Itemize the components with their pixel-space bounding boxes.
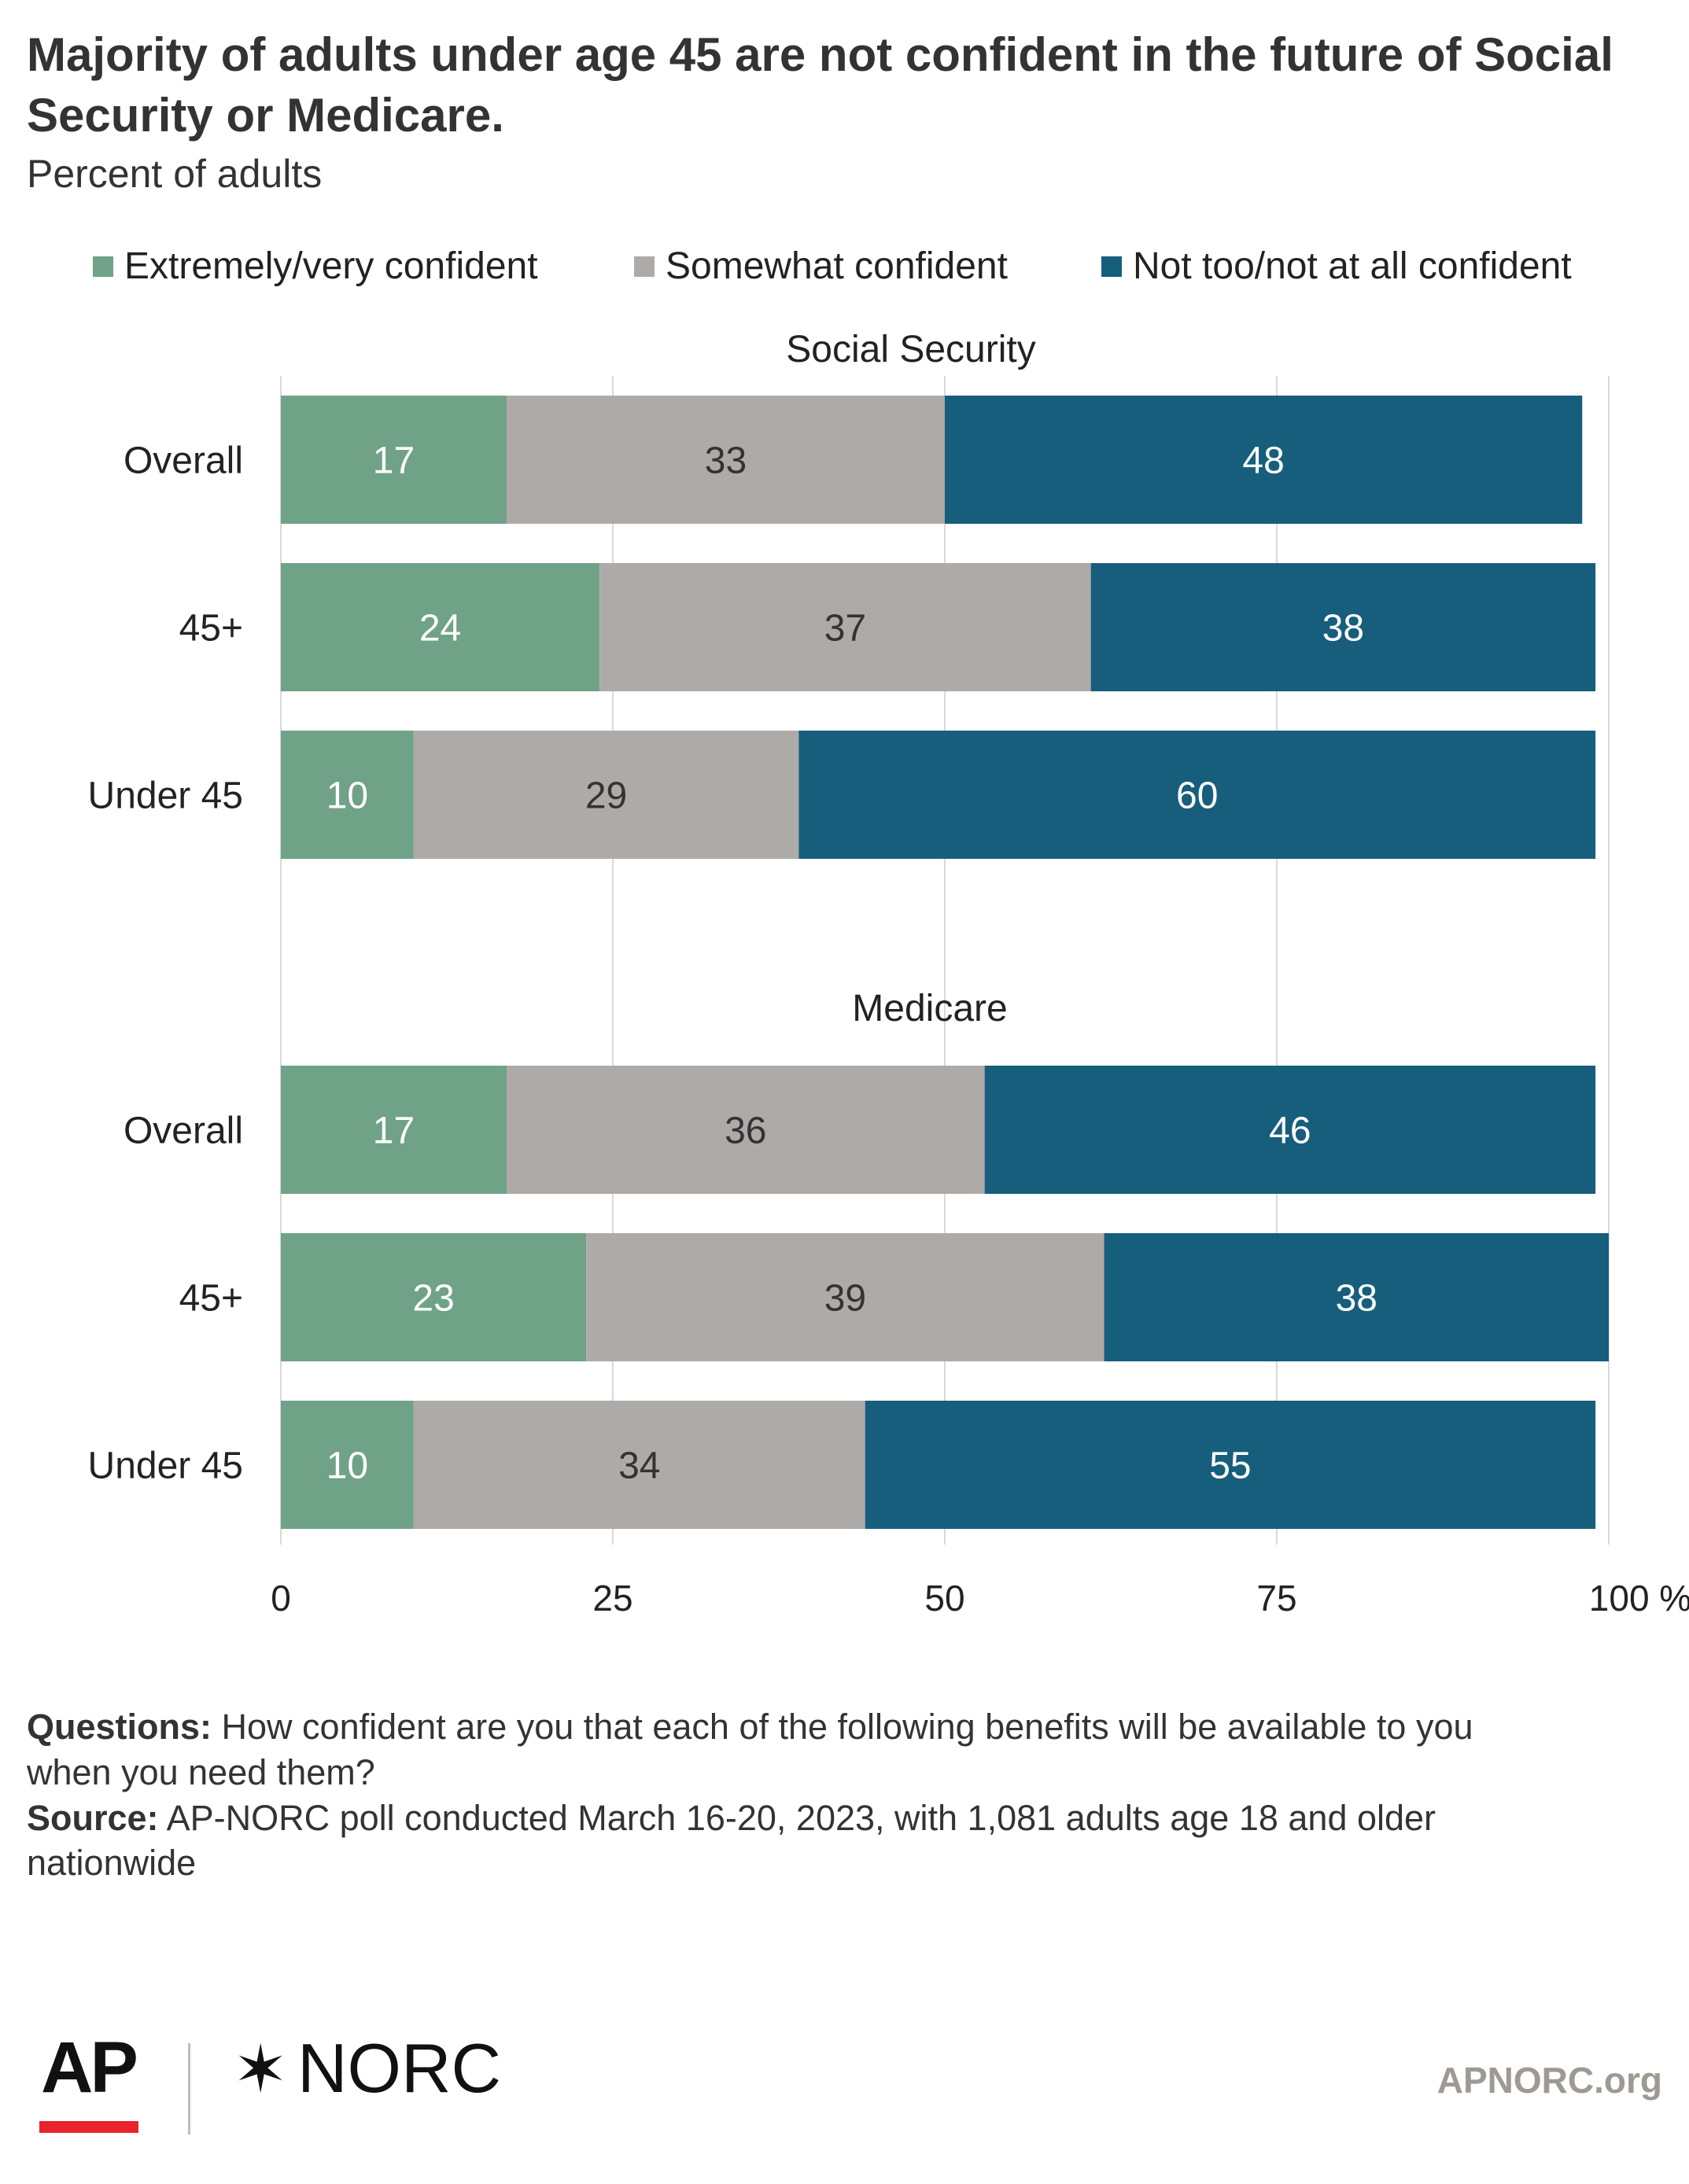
value-label-medicare-45-not-too-not-at-all-confident: 38 (1336, 1278, 1377, 1320)
value-label-social-security-under-45-somewhat-confident: 29 (585, 775, 627, 817)
category-label-social-security-overall: Overall (124, 440, 243, 482)
bar-social-security-under-45-extremely-very-confident (281, 731, 414, 859)
value-label-social-security-overall-extremely-very-confident: 17 (373, 440, 415, 482)
source-text: AP-NORC poll conducted March 16-20, 2023… (159, 1798, 1436, 1838)
norc-star-icon: ✶ (233, 2031, 288, 2108)
norc-logo-text: NORC (297, 2029, 501, 2107)
value-label-medicare-45-extremely-very-confident: 23 (412, 1278, 454, 1320)
bar-social-security-under-45-not-too-not-at-all-confident (798, 731, 1596, 859)
category-label-social-security-45: 45+ (179, 608, 243, 650)
value-label-social-security-overall-not-too-not-at-all-confident: 48 (1242, 440, 1284, 482)
questions-note-line1: Questions: How confident are you that ea… (27, 1707, 1473, 1747)
ap-logo: AP (39, 2027, 139, 2133)
bar-medicare-45-not-too-not-at-all-confident (1104, 1233, 1609, 1361)
questions-text: How confident are you that each of the f… (212, 1707, 1473, 1747)
bar-social-security-overall-extremely-very-confident (281, 396, 507, 524)
x-tick-label-0: 0 (271, 1578, 291, 1619)
legend-swatch-extremely-very (93, 256, 113, 277)
logo-divider (188, 2043, 190, 2134)
bar-medicare-overall-extremely-very-confident (281, 1066, 507, 1194)
x-axis: 0 25 50 75 100 % (271, 1578, 1689, 1619)
value-label-medicare-under-45-extremely-very-confident: 10 (326, 1446, 368, 1487)
legend-label-extremely-very: Extremely/very confident (124, 245, 538, 287)
bar-medicare-under-45-not-too-not-at-all-confident (865, 1401, 1596, 1529)
norc-logo: ✶ NORC (233, 2029, 501, 2108)
bar-medicare-45-somewhat-confident (586, 1233, 1104, 1361)
gridlines (280, 376, 1610, 1545)
legend: Extremely/very confident Somewhat confid… (93, 245, 1572, 287)
value-label-social-security-overall-somewhat-confident: 33 (705, 440, 747, 482)
legend-label-somewhat: Somewhat confident (666, 245, 1008, 287)
chart-title-line1: Majority of adults under age 45 are not … (27, 28, 1613, 81)
value-label-social-security-under-45-extremely-very-confident: 10 (326, 775, 368, 817)
category-label-social-security-under-45: Under 45 (88, 775, 243, 817)
chart-title-line2: Security or Medicare. (27, 89, 504, 142)
chart-subtitle: Percent of adults (27, 152, 322, 196)
bar-social-security-45-not-too-not-at-all-confident (1090, 563, 1596, 691)
x-tick-label-100: 100 % (1589, 1578, 1689, 1619)
value-label-medicare-45-somewhat-confident: 39 (824, 1278, 866, 1320)
legend-label-not-too: Not too/not at all confident (1133, 245, 1572, 287)
bar-social-security-overall-somewhat-confident (506, 396, 945, 524)
bar-medicare-overall-not-too-not-at-all-confident (984, 1066, 1596, 1194)
source-label: Source: (27, 1798, 159, 1838)
category-label-medicare-45: 45+ (179, 1278, 243, 1320)
bar-medicare-under-45-somewhat-confident (413, 1401, 865, 1529)
bar-social-security-under-45-somewhat-confident (413, 731, 799, 859)
questions-note-line2: when you need them? (26, 1752, 375, 1792)
questions-label: Questions: (27, 1707, 212, 1747)
source-note-line2: nationwide (27, 1843, 196, 1883)
value-label-medicare-overall-somewhat-confident: 36 (725, 1110, 766, 1152)
value-label-social-security-45-somewhat-confident: 37 (824, 608, 866, 650)
bar-medicare-under-45-extremely-very-confident (281, 1401, 414, 1529)
x-tick-label-75: 75 (1256, 1578, 1296, 1619)
value-label-social-security-45-extremely-very-confident: 24 (419, 608, 461, 650)
bar-medicare-45-extremely-very-confident (281, 1233, 587, 1361)
x-tick-label-50: 50 (924, 1578, 964, 1619)
ap-logo-text: AP (41, 2027, 136, 2108)
source-note-line1: Source: AP-NORC poll conducted March 16-… (27, 1798, 1436, 1838)
bars: Social Security Overall 17 33 48 45+ 24 37 38 Und… (88, 329, 1609, 1529)
ap-logo-underline (39, 2121, 138, 2133)
category-label-medicare-under-45: Under 45 (88, 1446, 243, 1487)
bar-social-security-45-extremely-very-confident (281, 563, 600, 691)
apnorc-website-link[interactable]: APNORC.org (1437, 2060, 1662, 2101)
value-label-medicare-overall-not-too-not-at-all-confident: 46 (1269, 1110, 1311, 1152)
value-label-medicare-overall-extremely-very-confident: 17 (373, 1110, 415, 1152)
value-label-social-security-45-not-too-not-at-all-confident: 38 (1322, 608, 1364, 650)
value-label-medicare-under-45-somewhat-confident: 34 (618, 1446, 660, 1487)
legend-swatch-somewhat (634, 256, 655, 277)
x-tick-label-25: 25 (592, 1578, 632, 1619)
bar-social-security-45-somewhat-confident (599, 563, 1091, 691)
bar-social-security-overall-not-too-not-at-all-confident (945, 396, 1583, 524)
legend-swatch-not-too (1101, 256, 1122, 277)
category-label-medicare-overall: Overall (124, 1110, 243, 1152)
panel-title-social-security: Social Security (786, 329, 1035, 370)
value-label-social-security-under-45-not-too-not-at-all-confident: 60 (1176, 775, 1218, 817)
bar-medicare-overall-somewhat-confident (506, 1066, 985, 1194)
panel-title-medicare: Medicare (852, 988, 1007, 1029)
value-label-medicare-under-45-not-too-not-at-all-confident: 55 (1209, 1446, 1251, 1487)
